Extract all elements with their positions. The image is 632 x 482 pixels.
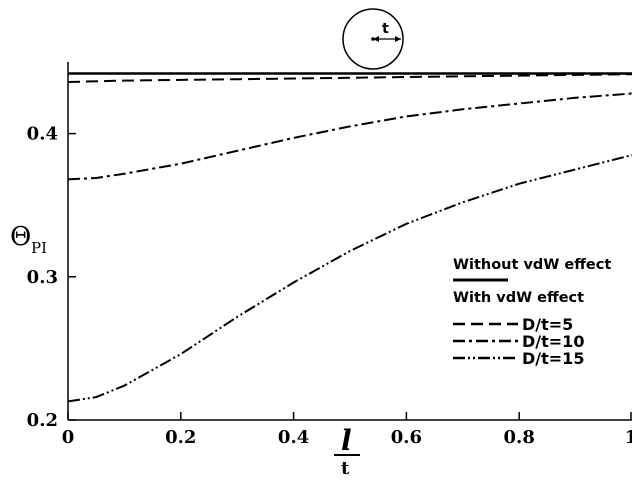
x-tick-labels: 0 0.2 0.4 0.6 0.8 1 xyxy=(62,427,632,448)
y-axis-label: Θ PI xyxy=(10,222,47,257)
legend-without-vdw-label: Without vdW effect xyxy=(453,257,611,273)
legend-with-vdw-label: With vdW effect xyxy=(453,290,584,306)
x-tick-label: 0.8 xyxy=(504,427,535,448)
x-ticks xyxy=(67,412,632,420)
x-label-bottom: t xyxy=(341,458,350,479)
y-tick-label: 0.2 xyxy=(27,410,58,431)
series-line-dashdot xyxy=(67,92,632,181)
inset-arrowhead-left xyxy=(373,36,379,42)
legend-label-d10: D/t=10 xyxy=(522,332,584,351)
x-label-top: l xyxy=(341,424,352,457)
y-label-main: Θ xyxy=(10,222,31,252)
y-tick-label: 0.3 xyxy=(27,267,58,288)
y-tick-label: 0.4 xyxy=(27,124,58,145)
y-tick-labels: 0.2 0.3 0.4 xyxy=(27,124,58,431)
legend-label-d5: D/t=5 xyxy=(522,315,573,334)
series-line-dashed xyxy=(67,73,632,83)
x-tick-label: 1 xyxy=(625,427,632,448)
inset-diagram: t xyxy=(342,8,404,70)
series-layer xyxy=(67,72,632,403)
x-tick-label: 0.4 xyxy=(278,427,309,448)
inset-arrowhead-right xyxy=(395,36,401,42)
x-tick-label: 0 xyxy=(62,427,75,448)
series-line-dashdotdot xyxy=(67,154,632,403)
x-tick-label: 0.2 xyxy=(165,427,196,448)
x-tick-label: 0.6 xyxy=(391,427,422,448)
y-ticks xyxy=(68,132,76,421)
inset-label: t xyxy=(382,21,389,37)
axes: 0 0.2 0.4 0.6 0.8 1 0.20.30.4 xyxy=(27,62,632,448)
inset-circle xyxy=(342,8,404,70)
legend: Without vdW effect With vdW effect D/t=5… xyxy=(453,257,611,368)
y-label-sub: PI xyxy=(31,239,47,257)
x-axis-label: l t xyxy=(334,424,360,479)
legend-label-d15: D/t=15 xyxy=(522,349,584,368)
